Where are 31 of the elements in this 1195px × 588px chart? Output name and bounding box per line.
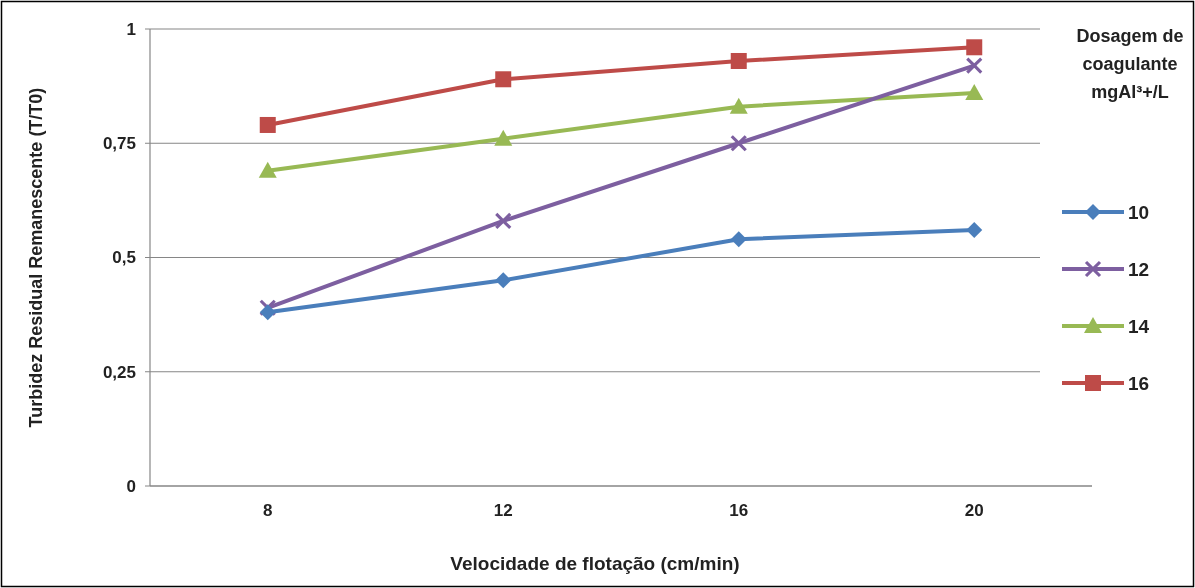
point: [730, 135, 747, 152]
x-tick-label: 20: [964, 501, 984, 520]
legend-label: 16: [1128, 372, 1150, 394]
point: [495, 212, 512, 230]
y-axis-title: Turbidez Residual Remanescente (T/T0): [26, 87, 46, 428]
x-axis-title: Velocidade de flotação (cm/min): [450, 553, 740, 574]
point: [730, 52, 747, 69]
point: [966, 39, 983, 56]
legend-title: Dosagem de coagulante mgAl³+/L: [1076, 26, 1184, 102]
point: [730, 231, 747, 248]
point: [729, 97, 748, 114]
point: [258, 161, 277, 178]
point: [494, 129, 513, 146]
point: [966, 57, 983, 74]
y-tick-label: 0,25: [102, 362, 136, 382]
legend-label: 10: [1128, 201, 1150, 223]
y-tick-label: 0,5: [112, 248, 136, 268]
point: [495, 272, 512, 289]
x-tick-label: 12: [493, 501, 513, 520]
x-tick-label: 16: [729, 501, 749, 520]
x-tick-label: 8: [263, 501, 273, 520]
legend-label: 14: [1128, 315, 1150, 337]
y-tick-label: 1: [126, 19, 136, 39]
point: [965, 83, 984, 100]
point: [966, 222, 983, 239]
legend-label: 12: [1128, 258, 1150, 280]
point: [259, 304, 276, 321]
point: [259, 116, 276, 133]
y-tick-label: 0: [126, 476, 136, 496]
point: [495, 71, 512, 88]
y-tick-label: 0,75: [102, 134, 136, 154]
